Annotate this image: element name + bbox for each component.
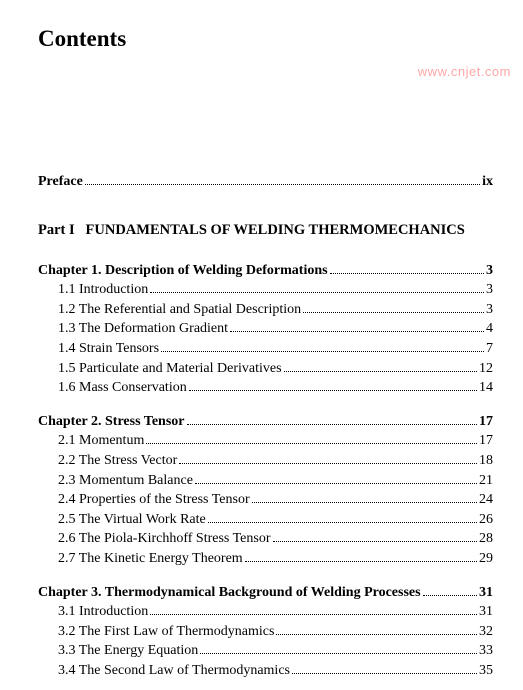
preface-line: Preface ix — [38, 172, 493, 192]
toc-entry: 3.2 The First Law of Thermodynamics 32 — [38, 622, 493, 642]
toc-entry: 2.3 Momentum Balance 21 — [38, 471, 493, 491]
toc-entry-page: 21 — [479, 471, 493, 491]
toc-entry: 1.5 Particulate and Material Derivatives… — [38, 359, 493, 379]
page-container: Contents Preface ix Part I FUNDAMENTALS … — [0, 0, 523, 690]
toc-entry-page: 31 — [479, 602, 493, 622]
toc-entry-label: 1.5 Particulate and Material Derivatives — [38, 359, 282, 379]
dot-leader — [245, 561, 477, 562]
chapter-heading-page: 31 — [479, 583, 493, 603]
dot-leader — [189, 390, 477, 391]
toc-entry: 2.6 The Piola-Kirchhoff Stress Tensor 28 — [38, 529, 493, 549]
toc-entry-label: 2.6 The Piola-Kirchhoff Stress Tensor — [38, 529, 271, 549]
toc-entry-label: 3.4 The Second Law of Thermodynamics — [38, 661, 290, 681]
dot-leader — [150, 614, 477, 615]
toc-entry-label: 2.5 The Virtual Work Rate — [38, 510, 206, 530]
toc-entry-label: 3.3 The Energy Equation — [38, 641, 198, 661]
toc-entry-label: 1.4 Strain Tensors — [38, 339, 159, 359]
toc-entry: 2.4 Properties of the Stress Tensor 24 — [38, 490, 493, 510]
toc-entry-label: 2.4 Properties of the Stress Tensor — [38, 490, 250, 510]
toc-entry-page: 7 — [486, 339, 493, 359]
toc-entry: 1.1 Introduction 3 — [38, 280, 493, 300]
part-title: FUNDAMENTALS OF WELDING THERMOMECHANICS — [86, 222, 465, 238]
dot-leader — [252, 502, 477, 503]
dot-leader — [273, 541, 478, 542]
dot-leader — [200, 653, 477, 654]
dot-leader — [146, 443, 477, 444]
toc-entry-page: 24 — [479, 490, 493, 510]
chapter-heading: Chapter 3. Thermodynamical Background of… — [38, 583, 493, 603]
dot-leader — [230, 331, 484, 332]
toc-entry-label: 1.2 The Referential and Spatial Descript… — [38, 300, 301, 320]
toc-entry-page: 28 — [479, 529, 493, 549]
toc-entry-page: 12 — [479, 359, 493, 379]
toc-entry: 2.2 The Stress Vector 18 — [38, 451, 493, 471]
dot-leader — [303, 312, 484, 313]
toc-entry-label: 1.1 Introduction — [38, 280, 148, 300]
toc-entry-page: 17 — [479, 431, 493, 451]
toc-entry: 2.7 The Kinetic Energy Theorem 29 — [38, 549, 493, 569]
dot-leader — [423, 595, 477, 596]
toc-entry-page: 29 — [479, 549, 493, 569]
chapter-heading-label: Chapter 2. Stress Tensor — [38, 412, 185, 432]
toc-entry-label: 3.1 Introduction — [38, 602, 148, 622]
toc-entry-label: 2.2 The Stress Vector — [38, 451, 177, 471]
dot-leader — [85, 184, 480, 185]
toc-entry: 2.5 The Virtual Work Rate 26 — [38, 510, 493, 530]
toc-entry-page: 3 — [486, 280, 493, 300]
dot-leader — [195, 483, 477, 484]
dot-leader — [187, 424, 477, 425]
chapter-heading-page: 3 — [486, 261, 493, 281]
toc-entry: 1.2 The Referential and Spatial Descript… — [38, 300, 493, 320]
toc-entry-label: 1.6 Mass Conservation — [38, 378, 187, 398]
toc-entry-page: 32 — [479, 622, 493, 642]
dot-leader — [179, 463, 477, 464]
toc-entry-page: 3 — [486, 300, 493, 320]
dot-leader — [150, 292, 484, 293]
toc-entry: 3.4 The Second Law of Thermodynamics 35 — [38, 661, 493, 681]
toc-entry: 2.1 Momentum 17 — [38, 431, 493, 451]
toc-entry-page: 33 — [479, 641, 493, 661]
chapter-heading-page: 17 — [479, 412, 493, 432]
toc-entry-page: 35 — [479, 661, 493, 681]
part-label: Part I — [38, 222, 75, 238]
dot-leader — [292, 673, 477, 674]
chapters-container: Chapter 1. Description of Welding Deform… — [38, 261, 493, 690]
preface-label: Preface — [38, 172, 83, 192]
toc-entry: 1.4 Strain Tensors 7 — [38, 339, 493, 359]
chapter-heading: Chapter 1. Description of Welding Deform… — [38, 261, 493, 281]
chapter-heading-label: Chapter 3. Thermodynamical Background of… — [38, 583, 421, 603]
dot-leader — [161, 351, 484, 352]
preface-page: ix — [482, 172, 493, 192]
toc-entry-label: 1.3 The Deformation Gradient — [38, 319, 228, 339]
dot-leader — [208, 522, 477, 523]
toc-entry: 1.6 Mass Conservation 14 — [38, 378, 493, 398]
toc-entry-label: 3.2 The First Law of Thermodynamics — [38, 622, 274, 642]
page-title: Contents — [38, 26, 493, 52]
part-heading: Part I FUNDAMENTALS OF WELDING THERMOMEC… — [38, 222, 493, 239]
chapter-heading-label: Chapter 1. Description of Welding Deform… — [38, 261, 328, 281]
toc-entry-page: 26 — [479, 510, 493, 530]
toc-entry-label: 2.7 The Kinetic Energy Theorem — [38, 549, 243, 569]
toc-entry-label: 2.1 Momentum — [38, 431, 144, 451]
toc-entry-label: 2.3 Momentum Balance — [38, 471, 193, 491]
toc-entry: 3.1 Introduction 31 — [38, 602, 493, 622]
toc-entry: 1.3 The Deformation Gradient 4 — [38, 319, 493, 339]
toc-entry: 3.3 The Energy Equation 33 — [38, 641, 493, 661]
dot-leader — [330, 273, 484, 274]
dot-leader — [284, 371, 477, 372]
toc-entry-page: 4 — [486, 319, 493, 339]
toc-entry-page: 18 — [479, 451, 493, 471]
chapter-heading: Chapter 2. Stress Tensor 17 — [38, 412, 493, 432]
toc-entry-page: 14 — [479, 378, 493, 398]
dot-leader — [276, 634, 477, 635]
